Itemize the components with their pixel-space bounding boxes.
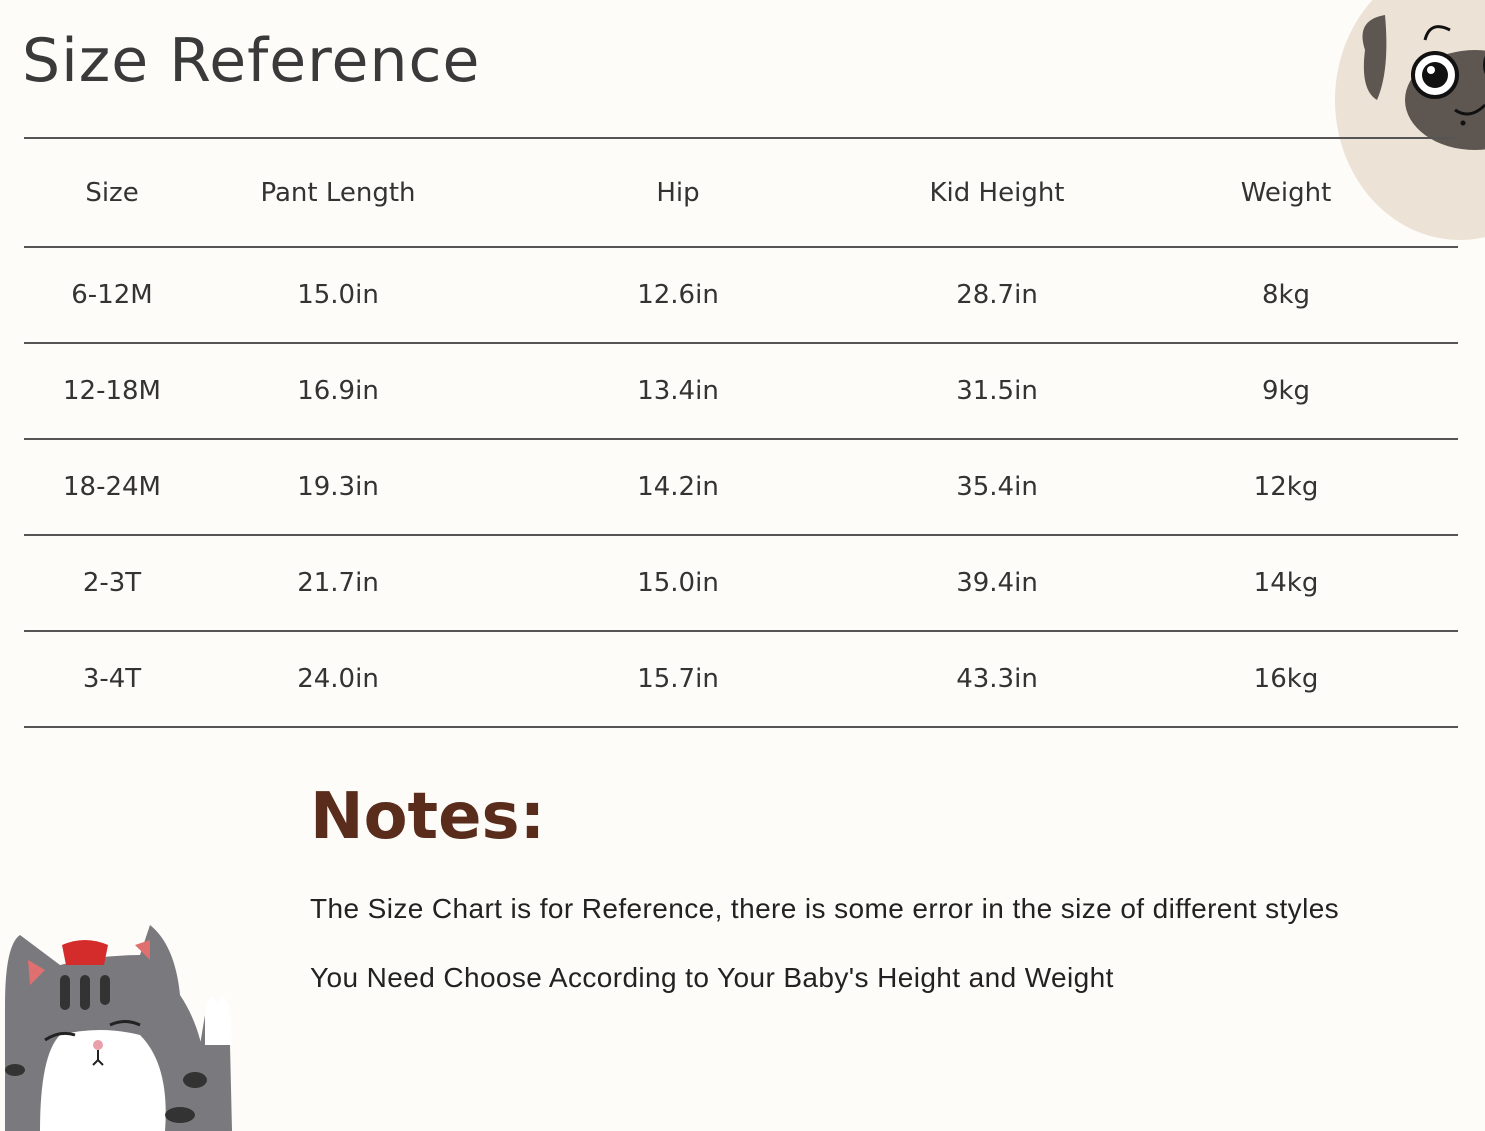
cell-hip: 13.4in (637, 376, 719, 406)
cell-pant-length: 16.9in (297, 376, 379, 406)
cell-weight: 16kg (1253, 664, 1319, 694)
pug-illustration (1335, 0, 1485, 240)
cell-size: 3-4T (82, 664, 142, 694)
cell-weight: 12kg (1253, 472, 1319, 502)
cat-illustration (5, 925, 232, 1131)
cell-size: 6-12M (71, 280, 153, 310)
table-header-row: Size Pant Length Hip Kid Height Weight (24, 138, 1458, 247)
table-row: 18-24M 19.3in 14.2in 35.4in 12kg (24, 439, 1458, 535)
notes-heading: Notes: (310, 780, 546, 854)
header-hip: Hip (656, 177, 700, 208)
cell-weight: 9kg (1261, 376, 1311, 406)
note-line: You Need Choose According to Your Baby's… (310, 962, 1114, 993)
table-row: 3-4T 24.0in 15.7in 43.3in 16kg (24, 631, 1458, 727)
cell-size: 18-24M (63, 472, 161, 502)
table-row: 6-12M 15.0in 12.6in 28.7in 8kg (24, 247, 1458, 343)
page-title: Size Reference (22, 26, 481, 96)
cell-weight: 8kg (1261, 280, 1311, 310)
table-row: 2-3T 21.7in 15.0in 39.4in 14kg (24, 535, 1458, 631)
header-weight: Weight (1240, 177, 1332, 208)
cell-hip: 15.0in (637, 568, 719, 598)
cell-size: 12-18M (63, 376, 161, 406)
cell-hip: 15.7in (637, 664, 719, 694)
cell-weight: 14kg (1253, 568, 1319, 598)
cell-pant-length: 24.0in (297, 664, 379, 694)
cell-kid-height: 28.7in (956, 280, 1038, 310)
cell-kid-height: 35.4in (956, 472, 1038, 502)
cell-pant-length: 19.3in (297, 472, 379, 502)
cell-kid-height: 31.5in (956, 376, 1038, 406)
header-pant-length: Pant Length (260, 177, 416, 208)
cell-hip: 14.2in (637, 472, 719, 502)
cell-hip: 12.6in (637, 280, 719, 310)
cell-kid-height: 43.3in (956, 664, 1038, 694)
cell-pant-length: 15.0in (297, 280, 379, 310)
header-kid-height: Kid Height (929, 177, 1065, 208)
cell-kid-height: 39.4in (956, 568, 1038, 598)
cell-size: 2-3T (82, 568, 142, 598)
cell-pant-length: 21.7in (297, 568, 379, 598)
note-line: The Size Chart is for Reference, there i… (310, 893, 1340, 924)
size-table: Size Pant Length Hip Kid Height Weight 6… (24, 137, 1458, 728)
table-row: 12-18M 16.9in 13.4in 31.5in 9kg (24, 343, 1458, 439)
header-size: Size (85, 177, 139, 208)
